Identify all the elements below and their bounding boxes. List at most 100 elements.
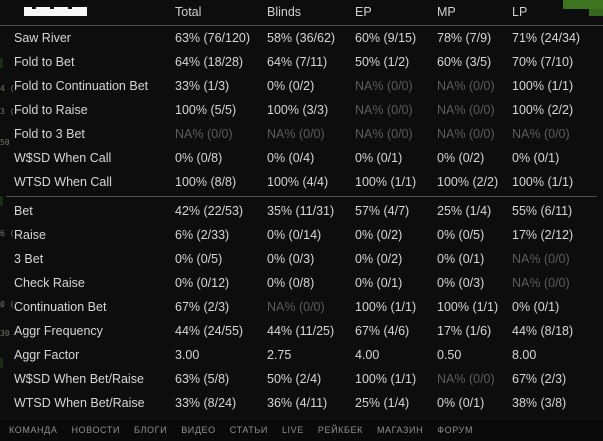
stat-value: 100% (5/5) [175, 103, 237, 117]
stat-label: W$SD When Call [14, 151, 112, 165]
stats-section-aggression: Bet 42% (22/53) 35% (11/31) 57% (4/7) 25… [0, 199, 603, 415]
stat-label: WTSD When Bet/Raise [14, 396, 145, 410]
nav-item-forum[interactable]: ФОРУМ [437, 425, 474, 435]
table-row: Fold to Bet 64% (18/28) 64% (7/11) 50% (… [0, 50, 603, 74]
stat-label: Fold to 3 Bet [14, 127, 85, 141]
stat-label: Fold to Continuation Bet [14, 79, 149, 93]
stat-value: 0% (0/2) [355, 252, 403, 266]
stat-value: 0% (0/1) [437, 396, 485, 410]
stat-value: 0% (0/1) [512, 300, 560, 314]
stat-value: 0% (0/5) [175, 252, 223, 266]
stat-value: 57% (4/7) [355, 204, 410, 218]
stat-value: 55% (6/11) [512, 204, 573, 218]
stat-value: 100% (1/1) [355, 300, 417, 314]
stat-value: 60% (9/15) [355, 31, 417, 45]
stat-value: NA% (0/0) [512, 127, 570, 141]
nav-item-komanda[interactable]: КОМАНДА [9, 425, 58, 435]
nav-item-rakeback[interactable]: РЕЙКБЕК [317, 425, 363, 435]
table-row: Saw River 63% (76/120) 58% (36/62) 60% (… [0, 26, 603, 50]
player-name-redacted [0, 0, 175, 25]
stats-section-showdown: Saw River 63% (76/120) 58% (36/62) 60% (… [0, 26, 603, 194]
stat-value: 25% (1/4) [355, 396, 410, 410]
column-header-mp: MP [437, 5, 456, 19]
stat-value: 100% (1/1) [355, 372, 417, 386]
stat-label: Continuation Bet [14, 300, 107, 314]
stat-label: W$SD When Bet/Raise [14, 372, 144, 386]
stat-value: 0% (0/3) [267, 252, 315, 266]
stat-value: 3.00 [175, 348, 200, 362]
stat-value: 0% (0/8) [175, 151, 223, 165]
table-row: Fold to Continuation Bet 33% (1/3) 0% (0… [0, 74, 603, 98]
nav-item-magazin[interactable]: МАГАЗИН [376, 425, 424, 435]
background-green-sliver [0, 358, 3, 368]
column-header-blinds: Blinds [267, 5, 302, 19]
stat-value: 36% (4/11) [267, 396, 328, 410]
table-header: Total Blinds EP MP LP [0, 0, 603, 26]
stat-value: 70% (7/10) [512, 55, 574, 69]
stat-label: Bet [14, 204, 33, 218]
background-green-corner [589, 9, 603, 16]
stat-value: 0% (0/1) [355, 276, 403, 290]
stat-value: 58% (36/62) [267, 31, 336, 45]
stat-value: 4.00 [355, 348, 380, 362]
nav-item-blogi[interactable]: БЛОГИ [134, 425, 168, 435]
nav-item-live[interactable]: LIVE [281, 425, 304, 435]
table-row: WTSD When Call 100% (8/8) 100% (4/4) 100… [0, 170, 603, 194]
stat-value: 100% (1/1) [355, 175, 417, 189]
stat-label: Saw River [14, 31, 71, 45]
nav-item-novosti[interactable]: НОВОСТИ [71, 425, 121, 435]
stat-value: 44% (11/25) [267, 324, 335, 338]
stat-value: 8.00 [512, 348, 537, 362]
background-green-sliver [0, 196, 3, 206]
section-divider [6, 196, 597, 197]
stat-value: NA% (0/0) [267, 300, 325, 314]
table-row: 3 Bet 0% (0/5) 0% (0/3) 0% (0/2) 0% (0/1… [0, 247, 603, 271]
stat-value: 0% (0/12) [175, 276, 230, 290]
stat-value: 0.50 [437, 348, 462, 362]
stat-value: 78% (7/9) [437, 31, 492, 45]
stat-label: Aggr Frequency [14, 324, 103, 338]
background-green-sliver [0, 58, 3, 68]
stat-value: 67% (2/3) [512, 372, 567, 386]
stat-value: 44% (24/55) [175, 324, 244, 338]
stat-value: NA% (0/0) [437, 127, 495, 141]
column-header-lp: LP [512, 5, 528, 19]
stat-label: 3 Bet [14, 252, 44, 266]
stat-value: 100% (2/2) [512, 103, 574, 117]
stat-label: WTSD When Call [14, 175, 112, 189]
redaction-bar [24, 7, 87, 17]
stat-value: NA% (0/0) [512, 252, 570, 266]
site-bottom-nav: КОМАНДА НОВОСТИ БЛОГИ ВИДЕО СТАТЬИ LIVE … [0, 418, 603, 441]
nav-item-stati[interactable]: СТАТЬИ [229, 425, 268, 435]
nav-item-video[interactable]: ВИДЕО [181, 425, 216, 435]
stat-value: 0% (0/1) [355, 151, 403, 165]
stats-popup: Total Blinds EP MP LP Saw River 63% (76/… [0, 0, 603, 415]
column-header-total: Total [175, 5, 202, 19]
stat-value: NA% (0/0) [267, 127, 325, 141]
stat-label: Fold to Bet [14, 55, 75, 69]
stat-value: 50% (2/4) [267, 372, 322, 386]
stat-value: 63% (5/8) [175, 372, 230, 386]
stat-value: 100% (1/1) [512, 175, 574, 189]
stat-value: 0% (0/8) [267, 276, 315, 290]
stat-value: 50% (1/2) [355, 55, 410, 69]
stat-value: 67% (2/3) [175, 300, 230, 314]
stat-value: 63% (76/120) [175, 31, 251, 45]
stat-label: Raise [14, 228, 46, 242]
stat-value: NA% (0/0) [437, 79, 495, 93]
table-row: Aggr Frequency 44% (24/55) 44% (11/25) 6… [0, 319, 603, 343]
stat-value: 2.75 [267, 348, 292, 362]
stat-value: 0% (0/1) [512, 151, 560, 165]
table-row: Raise 6% (2/33) 0% (0/14) 0% (0/2) 0% (0… [0, 223, 603, 247]
stat-value: 0% (0/14) [267, 228, 322, 242]
stat-value: 0% (0/2) [267, 79, 315, 93]
table-row: Bet 42% (22/53) 35% (11/31) 57% (4/7) 25… [0, 199, 603, 223]
stat-value: 0% (0/4) [267, 151, 315, 165]
stat-value: 33% (1/3) [175, 79, 230, 93]
stat-label: Aggr Factor [14, 348, 80, 362]
stat-label: Fold to Raise [14, 103, 88, 117]
stat-value: NA% (0/0) [437, 103, 495, 117]
table-row: Aggr Factor 3.00 2.75 4.00 0.50 8.00 [0, 343, 603, 367]
stat-value: NA% (0/0) [355, 127, 413, 141]
table-row: Fold to 3 Bet NA% (0/0) NA% (0/0) NA% (0… [0, 122, 603, 146]
